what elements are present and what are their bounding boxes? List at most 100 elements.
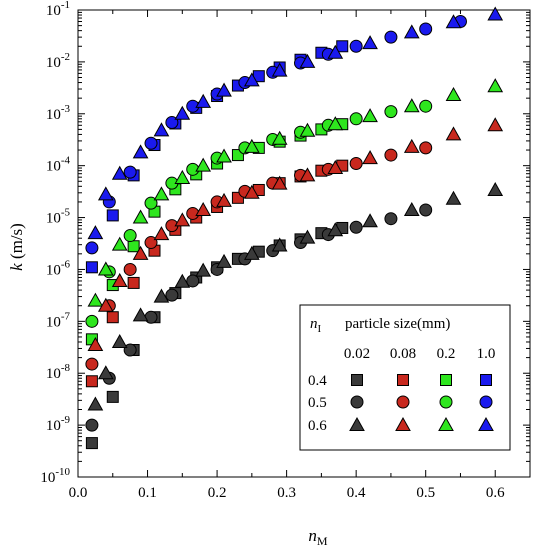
- data-point: [487, 117, 504, 132]
- legend-row-header: nI: [310, 316, 322, 335]
- data-point: [362, 35, 378, 50]
- data-point: [327, 116, 344, 131]
- data-point: [299, 167, 316, 182]
- data-point: [445, 190, 462, 205]
- data-point: [243, 184, 260, 199]
- data-point: [271, 62, 288, 77]
- y-tick-label: 10-10: [40, 466, 70, 486]
- data-point: [186, 274, 200, 288]
- data-point: [85, 261, 98, 274]
- data-point: [384, 105, 398, 119]
- data-point: [87, 292, 104, 307]
- axis-ticks: [77, 9, 531, 478]
- data-point: [174, 212, 191, 227]
- y-tick-label: 10-9: [46, 414, 71, 434]
- data-point: [87, 225, 104, 240]
- x-tick-label: 0.4: [347, 485, 366, 501]
- data-point: [327, 222, 344, 237]
- data-point: [362, 150, 378, 165]
- data-point: [231, 191, 244, 204]
- legend-marker: [478, 416, 494, 431]
- data-point: [362, 213, 378, 228]
- data-point: [123, 262, 137, 276]
- legend-marker: [480, 374, 492, 386]
- data-point: [132, 307, 149, 322]
- data-point: [349, 112, 363, 126]
- data-point: [403, 201, 420, 216]
- x-tick-label: 0.1: [138, 485, 157, 501]
- data-point: [123, 343, 137, 357]
- legend-marker: [395, 416, 411, 431]
- data-point: [419, 22, 433, 36]
- legend-marker: [479, 395, 493, 409]
- data-point: [165, 288, 179, 302]
- data-point: [384, 30, 398, 44]
- data-point: [384, 148, 398, 162]
- data-point: [132, 209, 149, 224]
- data-point: [384, 212, 398, 226]
- data-point: [243, 72, 260, 87]
- x-tick-label: 0.2: [208, 485, 227, 501]
- y-tick-label: 10-1: [46, 0, 70, 19]
- data-point: [97, 261, 114, 276]
- data-points: [85, 6, 504, 450]
- data-point: [123, 229, 137, 243]
- data-point: [144, 310, 158, 324]
- data-point: [195, 157, 212, 172]
- legend-marker: [351, 374, 363, 386]
- x-tick-label: 0.5: [416, 485, 435, 501]
- x-axis-label: nM: [308, 526, 328, 547]
- data-point: [97, 297, 114, 312]
- legend-row-label: 0.5: [308, 395, 327, 411]
- data-point: [153, 122, 170, 137]
- data-point: [216, 192, 232, 207]
- data-point: [174, 273, 191, 288]
- legend-marker: [396, 395, 410, 409]
- data-point: [85, 357, 99, 371]
- data-point: [336, 40, 349, 53]
- data-point: [419, 99, 433, 113]
- legend-marker: [439, 395, 453, 409]
- data-point: [106, 209, 119, 222]
- data-point: [216, 148, 232, 163]
- data-point: [85, 241, 99, 255]
- legend-marker: [438, 416, 454, 431]
- y-tick-label: 10-4: [46, 155, 71, 175]
- data-point: [349, 157, 363, 171]
- series-0.2-0.5: [85, 99, 433, 328]
- data-point: [419, 203, 433, 217]
- data-point: [362, 108, 378, 123]
- data-point: [174, 169, 191, 184]
- tick-labels: 0.0 0.1 0.2 0.3 0.4 0.5 0.6 10-10 10-9 10-8 10-7 10…: [40, 0, 505, 501]
- data-point: [127, 276, 140, 289]
- legend-marker: [440, 374, 452, 386]
- data-point: [349, 220, 363, 234]
- data-point: [195, 201, 212, 216]
- data-point: [87, 396, 104, 411]
- data-point: [231, 149, 244, 162]
- data-point: [123, 165, 137, 179]
- series-0.2-0.6: [87, 78, 504, 307]
- x-tick-label: 0.0: [69, 485, 88, 501]
- data-point: [111, 272, 128, 287]
- axes-frame: [77, 9, 531, 478]
- data-point: [487, 78, 504, 93]
- series-1.0-0.6: [87, 6, 504, 240]
- data-point: [216, 82, 232, 97]
- data-point: [403, 138, 420, 153]
- data-point: [127, 240, 140, 253]
- data-point: [106, 311, 119, 324]
- data-point: [445, 126, 462, 141]
- series-0.02-0.5: [85, 203, 433, 432]
- data-point: [349, 39, 363, 53]
- data-point: [216, 253, 232, 268]
- legend-column-label: 0.02: [344, 346, 370, 362]
- legend-column-label: 1.0: [477, 346, 496, 362]
- data-point: [87, 336, 104, 351]
- data-point: [243, 245, 260, 260]
- data-point: [153, 186, 170, 201]
- y-tick-label: 10-3: [46, 103, 71, 123]
- y-axis-label: k (m/s): [7, 223, 26, 271]
- data-point: [153, 288, 170, 303]
- y-tick-label: 10-7: [46, 310, 71, 330]
